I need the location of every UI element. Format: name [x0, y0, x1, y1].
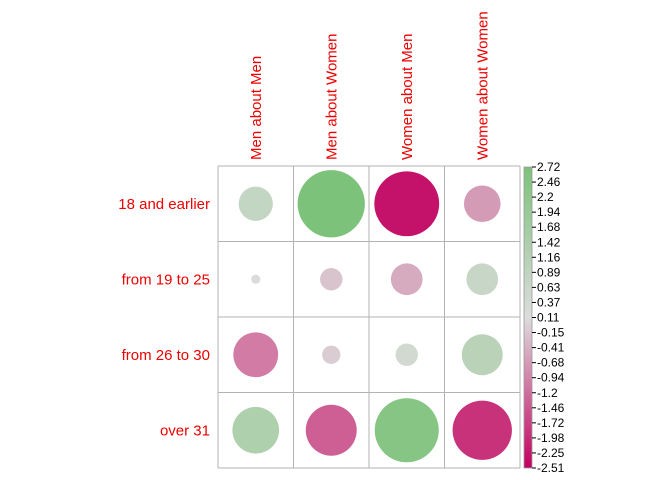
row-label: from 19 to 25	[122, 271, 210, 288]
row-label: from 26 to 30	[122, 347, 210, 364]
colorbar-tick-label: 2.46	[537, 175, 561, 189]
circle-3-3	[452, 400, 512, 460]
colorbar-tick-label: -1.2	[537, 386, 558, 400]
circle-1-2	[390, 263, 423, 296]
circle-3-1	[305, 404, 357, 456]
circle-1-0	[251, 274, 261, 284]
circle-1-3	[466, 263, 499, 296]
circle-0-0	[238, 186, 273, 221]
circle-3-2	[374, 398, 439, 463]
colorbar-tick-label: -2.25	[537, 446, 565, 460]
colorbar-tick-label: -1.46	[537, 401, 565, 415]
colorbar-tick-label: -0.41	[537, 341, 565, 355]
column-label: Men about Women	[323, 34, 340, 160]
column-label: Men about Men	[248, 56, 265, 160]
colorbar-tick-label: 0.37	[537, 295, 561, 309]
row-label: 18 and earlier	[118, 196, 210, 213]
colorbar	[523, 166, 533, 469]
circle-2-0	[233, 332, 279, 378]
colorbar-tick-label: 1.94	[537, 205, 561, 219]
colorbar-tick-label: 1.42	[537, 235, 561, 249]
circle-2-1	[322, 345, 341, 364]
colorbar-tick-label: -1.72	[537, 416, 565, 430]
colorbar-tick-label: -1.98	[537, 431, 565, 445]
circle-1-1	[320, 268, 343, 291]
colorbar-tick-label: 0.63	[537, 280, 561, 294]
column-label: Women about Women	[474, 11, 491, 160]
colorbar-tick-label: -0.15	[537, 326, 565, 340]
circle-0-3	[463, 185, 501, 223]
colorbar-tick-label: -2.51	[537, 461, 565, 475]
circle-0-1	[297, 170, 365, 238]
colorbar-tick-label: 1.16	[537, 250, 561, 264]
colorbar-tick-label: 2.72	[537, 160, 561, 174]
row-label: over 31	[160, 422, 210, 439]
circle-0-2	[374, 171, 440, 237]
circle-3-0	[232, 406, 280, 454]
column-label: Women about Men	[399, 34, 416, 160]
colorbar-tick-label: 2.2	[537, 190, 554, 204]
circle-2-2	[395, 343, 418, 366]
colorbar-tick-label: -0.94	[537, 371, 565, 385]
colorbar-tick-label: 0.89	[537, 265, 561, 279]
colorbar-tick-label: 1.68	[537, 220, 561, 234]
colorbar-tick-label: 0.11	[537, 311, 560, 325]
circle-2-3	[461, 334, 503, 376]
colorbar-tick-label: -0.68	[537, 356, 565, 370]
